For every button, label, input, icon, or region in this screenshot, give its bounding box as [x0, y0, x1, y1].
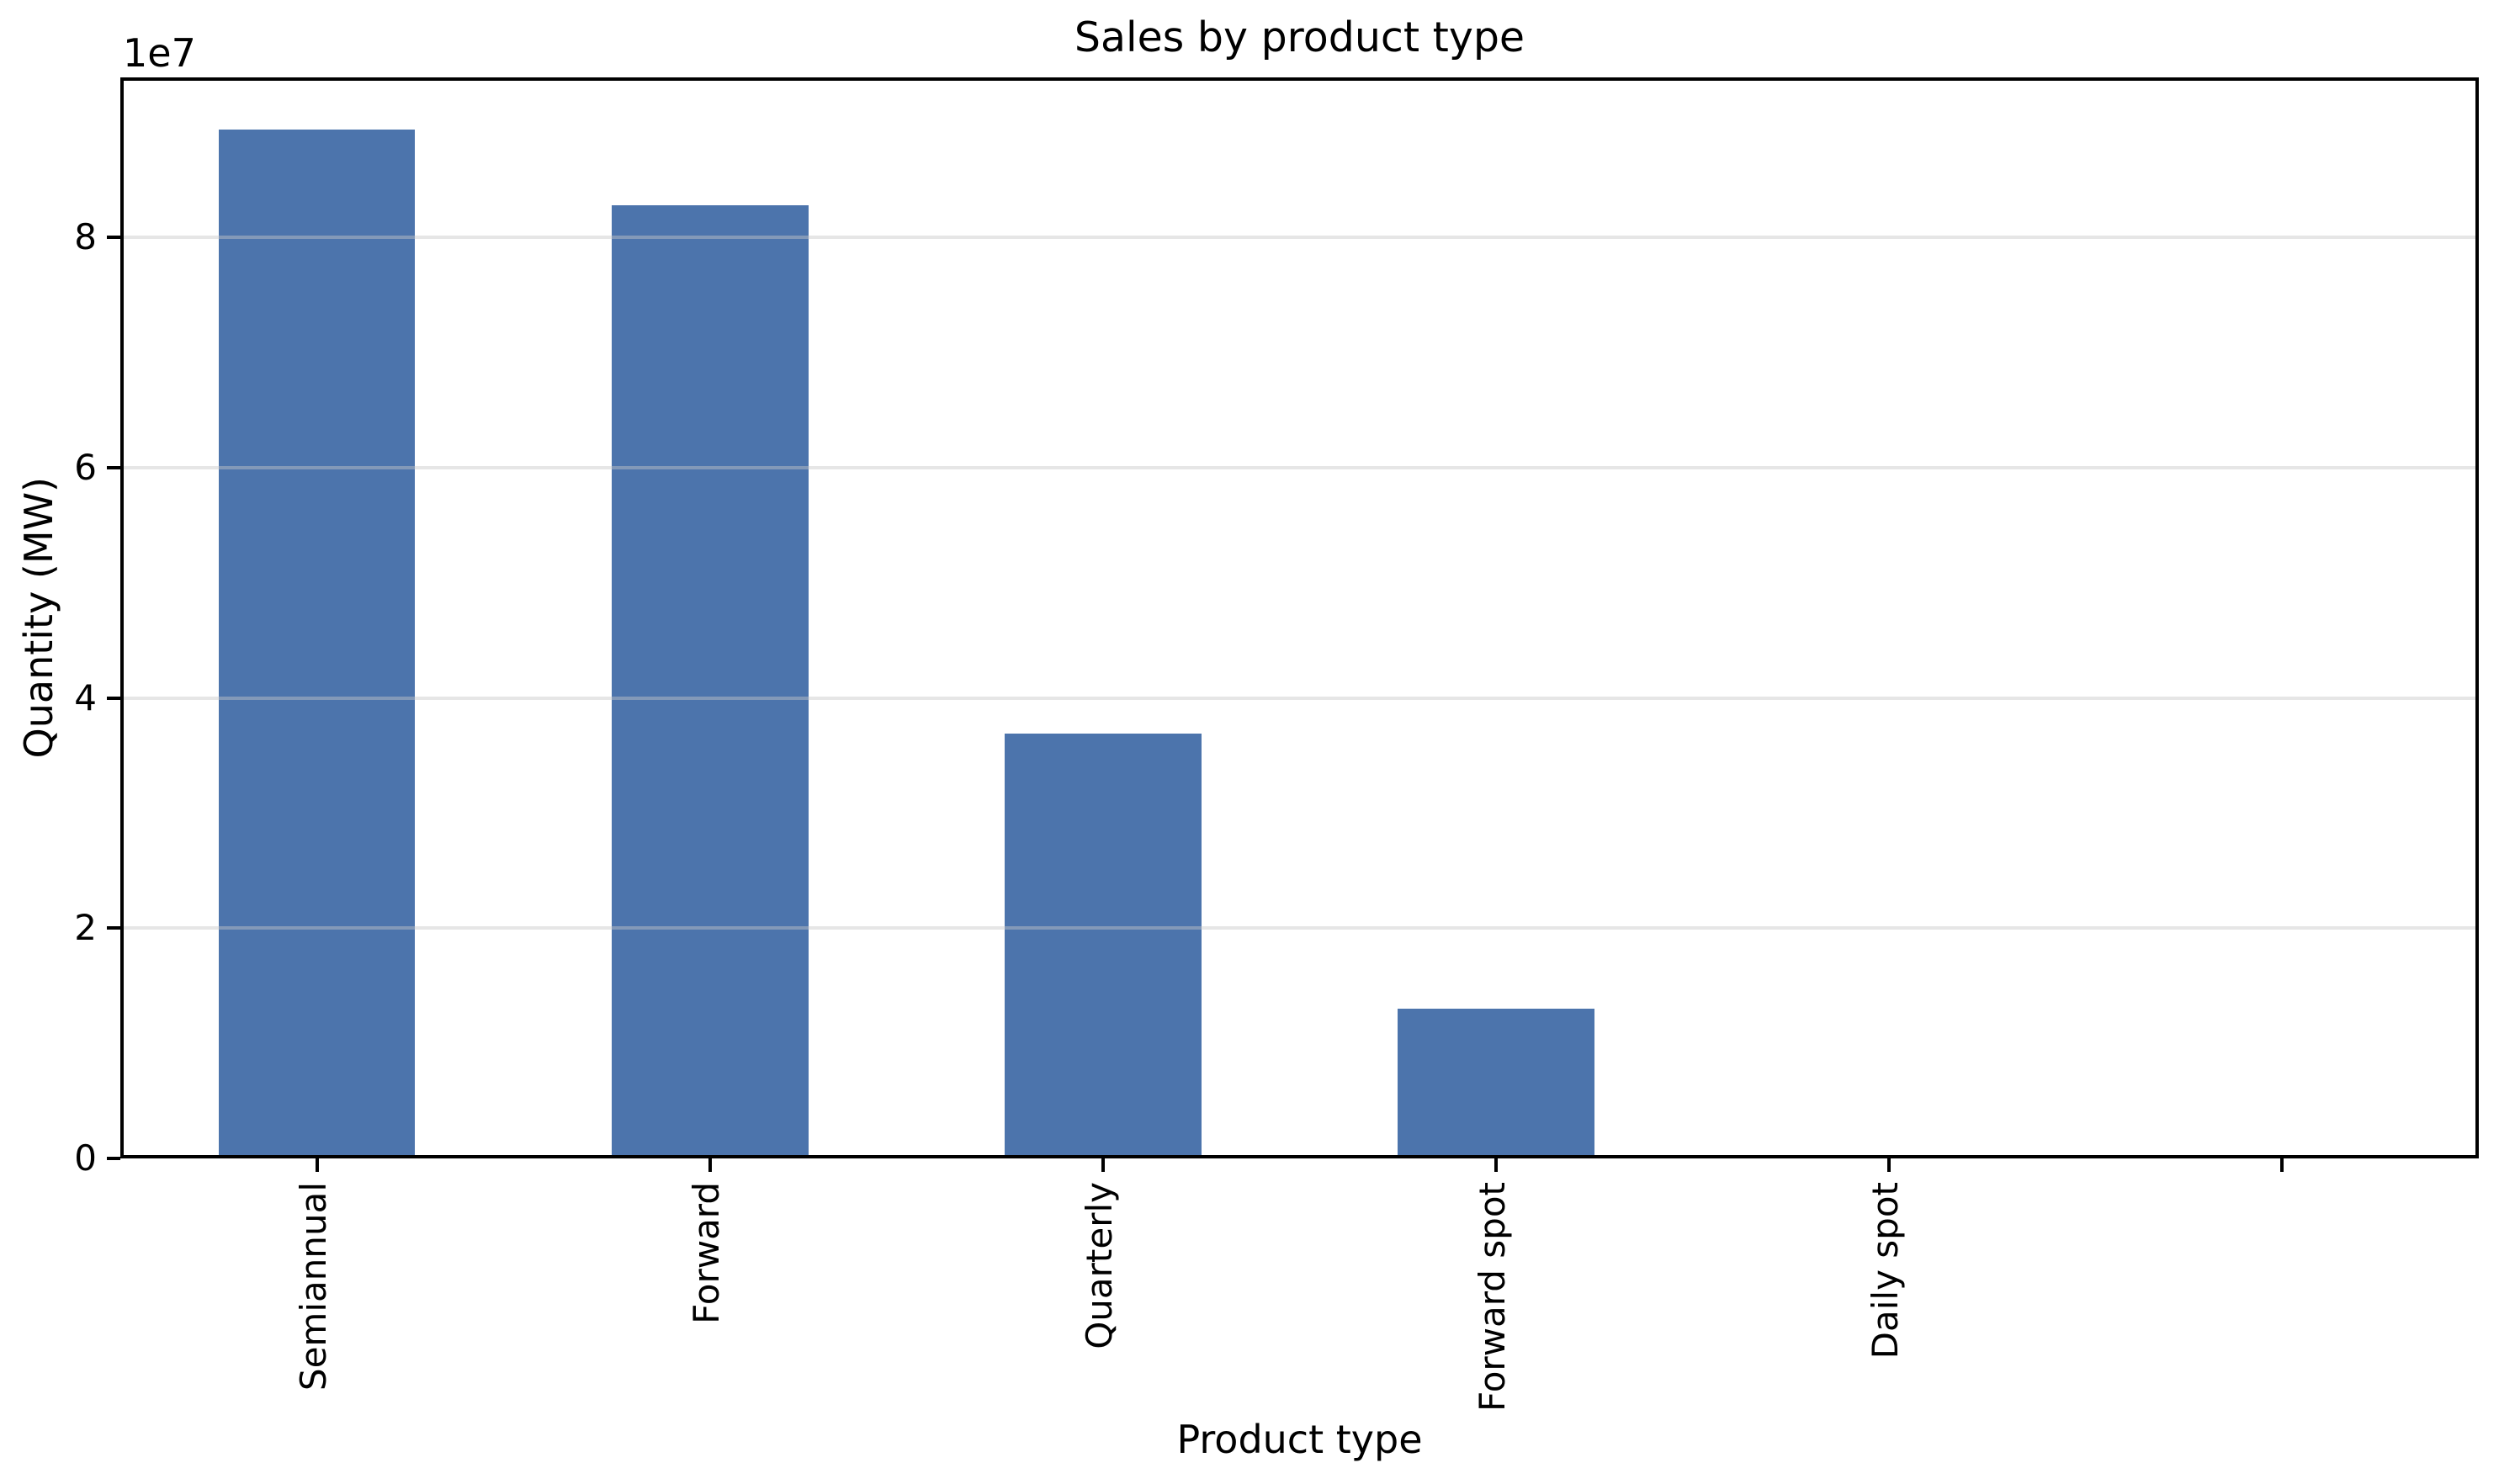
plot-area [120, 77, 2479, 1158]
y-tick-mark [107, 236, 120, 240]
y-tick-label: 4 [74, 676, 97, 718]
grid-line-y [120, 236, 2479, 240]
bar-forward-spot [1398, 1009, 1594, 1158]
y-tick-mark [107, 926, 120, 930]
x-tick-label-forward: Forward [685, 1182, 727, 1324]
y-tick-label: 8 [74, 216, 97, 258]
y-tick-mark [107, 1157, 120, 1160]
x-tick-label-quarterly: Quarterly [1078, 1182, 1120, 1349]
grid-line-y [120, 696, 2479, 700]
x-tick-mark [708, 1158, 712, 1172]
y-tick-label: 0 [74, 1137, 97, 1179]
y-axis-scale-offset-label: 1e7 [123, 30, 196, 76]
chart-title: Sales by product type [1074, 13, 1525, 61]
x-tick-label-forward-spot: Forward spot [1472, 1182, 1514, 1412]
x-tick-mark [1887, 1158, 1891, 1172]
x-tick-mark [315, 1158, 319, 1172]
bar-forward [611, 204, 809, 1158]
x-axis-label: Product type [1176, 1417, 1423, 1462]
x-tick-label-semiannual: Semiannual [292, 1182, 334, 1391]
y-tick-mark [107, 696, 120, 700]
y-tick-mark [107, 465, 120, 469]
x-tick-mark [1101, 1158, 1105, 1172]
y-tick-label: 2 [74, 907, 97, 949]
x-tick-label-daily-spot: Daily spot [1865, 1182, 1907, 1359]
grid-line-y [120, 465, 2479, 469]
bar-semiannual [218, 129, 416, 1158]
x-tick-mark [2280, 1158, 2284, 1172]
y-tick-label: 6 [74, 446, 97, 488]
y-axis-label: Quantity (MW) [16, 477, 61, 759]
x-tick-mark [1494, 1158, 1499, 1172]
bar-quarterly [1005, 734, 1202, 1158]
grid-line-y [120, 926, 2479, 930]
